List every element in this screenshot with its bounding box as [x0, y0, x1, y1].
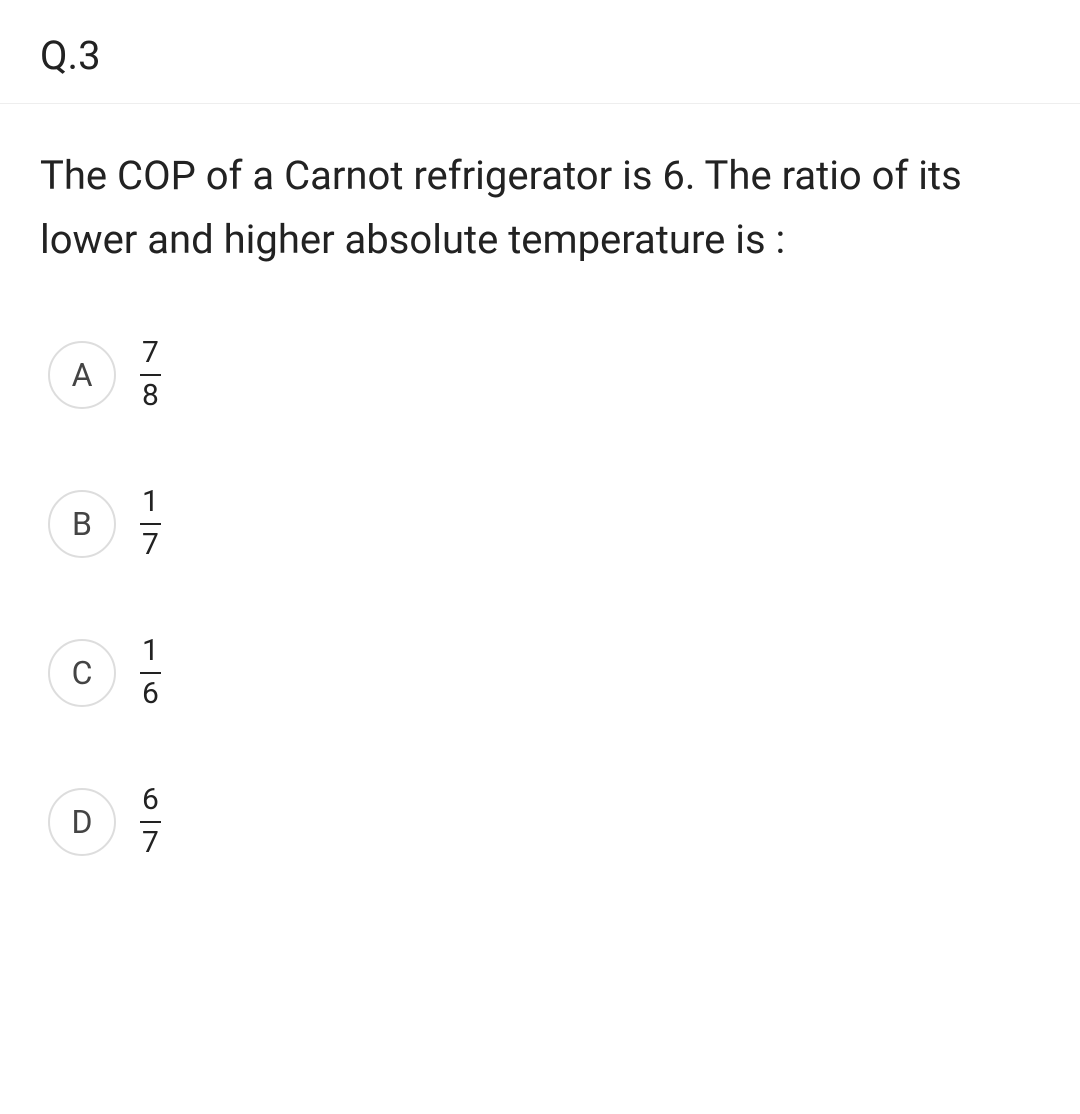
option-value-fraction: 1 7 — [140, 485, 161, 562]
question-content: The COP of a Carnot refrigerator is 6. T… — [0, 104, 1080, 860]
option-a[interactable]: A 7 8 — [48, 336, 1040, 413]
question-header: Q.3 — [0, 0, 1080, 104]
fraction-bar — [140, 672, 161, 674]
option-value-fraction: 7 8 — [140, 336, 161, 413]
fraction-denominator: 8 — [140, 379, 161, 414]
fraction-denominator: 7 — [140, 826, 161, 861]
fraction-bar — [140, 523, 161, 525]
fraction-bar — [140, 374, 161, 376]
option-letter[interactable]: B — [48, 490, 116, 558]
option-d[interactable]: D 6 7 — [48, 783, 1040, 860]
fraction-numerator: 1 — [140, 485, 161, 520]
question-number: Q.3 — [40, 32, 1040, 79]
option-b[interactable]: B 1 7 — [48, 485, 1040, 562]
question-text: The COP of a Carnot refrigerator is 6. T… — [40, 144, 1040, 272]
option-letter[interactable]: D — [48, 788, 116, 856]
option-value-fraction: 1 6 — [140, 634, 161, 711]
fraction-numerator: 7 — [140, 336, 161, 371]
options-list: A 7 8 B 1 7 C 1 6 D — [40, 336, 1040, 860]
fraction-denominator: 6 — [140, 677, 161, 712]
fraction-numerator: 6 — [140, 783, 161, 818]
fraction-numerator: 1 — [140, 634, 161, 669]
fraction-denominator: 7 — [140, 528, 161, 563]
fraction-bar — [140, 821, 161, 823]
option-letter[interactable]: C — [48, 639, 116, 707]
option-letter[interactable]: A — [48, 341, 116, 409]
option-value-fraction: 6 7 — [140, 783, 161, 860]
option-c[interactable]: C 1 6 — [48, 634, 1040, 711]
